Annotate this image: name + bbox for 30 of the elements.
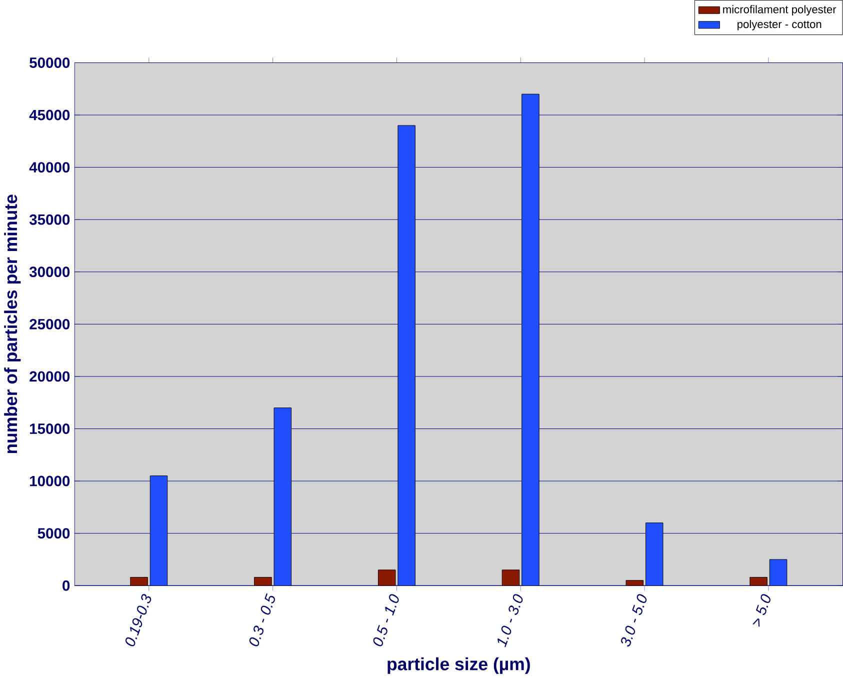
y-tick-label: 35000 (29, 214, 70, 225)
legend-label: microfilament polyester (723, 5, 836, 16)
legend-label: polyester - cotton (738, 20, 822, 30)
bar (750, 577, 768, 586)
y-tick-label: 25000 (30, 318, 70, 330)
bar (150, 476, 168, 586)
y-tick-label: 10000 (30, 476, 70, 486)
y-tick-label: 20000 (30, 371, 70, 382)
bar (626, 580, 644, 586)
bar (769, 559, 788, 586)
y-tick-label: 5000 (38, 528, 70, 539)
x-tick-label: 1.0 - 3.0 (498, 594, 523, 648)
x-tick-label: 0.5 - 1.0 (373, 594, 399, 646)
y-tick-label: 50000 (30, 58, 70, 68)
bar (522, 94, 540, 586)
bar (274, 408, 292, 586)
bar (130, 577, 148, 586)
x-tick-label: 0.3 - 0.5 (249, 593, 275, 646)
x-tick-label: > 5.0 (752, 594, 770, 627)
x-axis-title: particle size (µm) (388, 657, 530, 674)
y-tick-label: 40000 (29, 162, 70, 173)
y-tick-label: 0 (62, 580, 70, 591)
bar (502, 570, 520, 586)
y-axis-title: number of particles per minute (4, 194, 21, 454)
bar (645, 522, 664, 586)
y-tick-label: 45000 (29, 110, 70, 120)
y-tick-label: 30000 (29, 266, 70, 278)
y-tick-label: 15000 (30, 424, 70, 434)
x-tick-label: 3.0 - 5.0 (621, 594, 647, 647)
bar (398, 125, 416, 586)
